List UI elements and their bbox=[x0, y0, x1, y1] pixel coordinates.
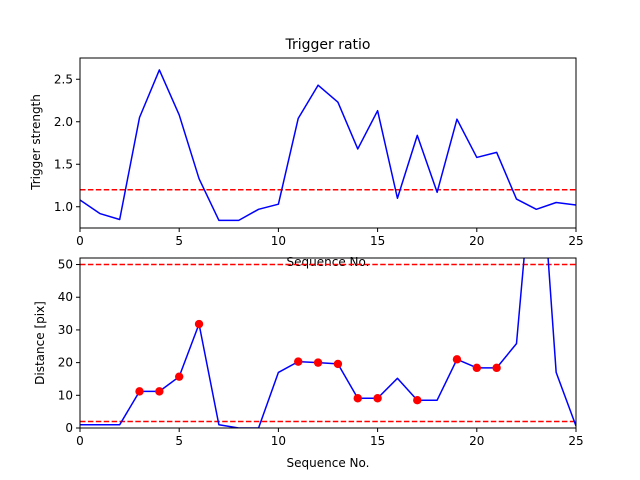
data-point-marker bbox=[373, 394, 382, 403]
x-tick-label: 5 bbox=[175, 434, 183, 448]
data-point-marker bbox=[333, 359, 343, 369]
x-tick-label: 15 bbox=[370, 234, 385, 248]
y-axis-label: Distance [pix] bbox=[33, 301, 47, 385]
y-tick-label: 10 bbox=[58, 388, 73, 402]
x-tick-label: 25 bbox=[568, 234, 583, 248]
distance-chart: Sequence No. Distance [pix] 0 5 10 15 20 25 0 1… bbox=[33, 257, 584, 470]
series-line bbox=[80, 69, 576, 222]
y-tick-label: 0 bbox=[65, 421, 73, 435]
x-tick-label: 0 bbox=[76, 234, 84, 248]
x-tick-label: 15 bbox=[370, 434, 385, 448]
axes-frame bbox=[79, 257, 577, 429]
x-tick-label: 5 bbox=[175, 234, 183, 248]
data-point-marker bbox=[413, 396, 422, 405]
data-point-marker bbox=[194, 319, 204, 329]
y-tick-label: 1.5 bbox=[54, 157, 73, 171]
chart-title: Trigger ratio bbox=[284, 37, 370, 53]
data-point-marker bbox=[294, 357, 303, 366]
data-point-marker bbox=[492, 363, 501, 373]
axes-frame bbox=[79, 57, 577, 229]
y-tick-label: 40 bbox=[58, 290, 73, 304]
y-tick-label: 2.0 bbox=[54, 115, 73, 129]
data-point-marker bbox=[452, 355, 462, 364]
data-point-marker bbox=[175, 372, 184, 381]
x-axis-label: Sequence No. bbox=[287, 255, 370, 269]
x-axis-label: Sequence No. bbox=[287, 456, 370, 470]
y-tick-label: 50 bbox=[58, 258, 73, 272]
x-tick-label: 20 bbox=[469, 234, 484, 248]
y-tick-label: 20 bbox=[58, 356, 73, 370]
y-tick-label: 30 bbox=[58, 323, 73, 337]
plot-area bbox=[80, 69, 576, 222]
plot-area bbox=[80, 258, 576, 428]
data-point-marker bbox=[155, 387, 164, 396]
x-tick-label: 10 bbox=[271, 434, 286, 448]
y-tick-label: 1.0 bbox=[54, 200, 73, 214]
data-point-marker bbox=[313, 358, 323, 367]
x-tick-label: 25 bbox=[568, 434, 583, 448]
x-tick-label: 0 bbox=[76, 434, 84, 448]
data-point-marker bbox=[135, 387, 144, 396]
y-tick-label: 2.5 bbox=[54, 72, 73, 86]
data-point-marker bbox=[472, 363, 481, 373]
y-axis-label: Trigger strength bbox=[29, 94, 43, 191]
data-point-marker bbox=[353, 394, 362, 403]
x-tick-label: 10 bbox=[271, 234, 286, 248]
x-tick-label: 20 bbox=[469, 434, 484, 448]
